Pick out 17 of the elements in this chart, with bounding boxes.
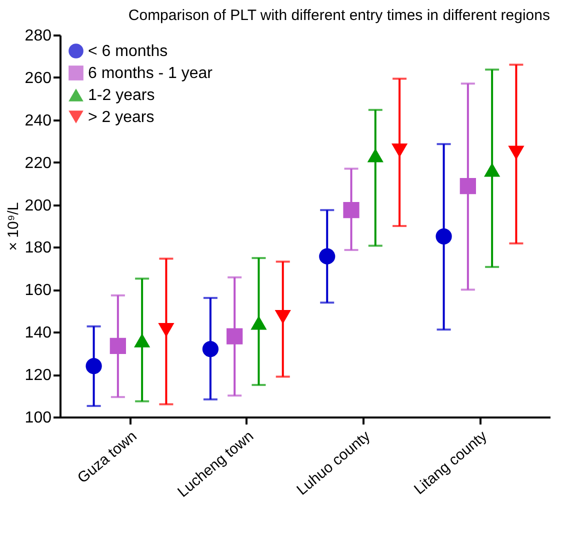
- x-tick-label: Guza town: [74, 428, 140, 487]
- chart-title: Comparison of PLT with different entry times in different regions: [128, 7, 550, 24]
- y-tick-label: 180: [24, 240, 52, 257]
- legend-label: 6 months - 1 year: [88, 65, 214, 82]
- y-tick-label: 280: [24, 28, 52, 44]
- y-axis-title: × 10⁹/L: [4, 202, 22, 251]
- y-tick-label: 100: [24, 410, 52, 426]
- legend-label: 1-2 years: [88, 87, 155, 104]
- legend-label: < 6 months: [88, 43, 168, 60]
- y-tick-label: 260: [24, 70, 52, 87]
- y-tick-label: 140: [24, 324, 52, 342]
- y-tick-label: 200: [24, 197, 52, 214]
- y-tick-label: 120: [24, 367, 52, 384]
- legend-label: > 2 years: [88, 109, 154, 126]
- y-tick-label: 160: [24, 282, 52, 300]
- y-tick-label: 240: [24, 112, 52, 130]
- y-tick-label: 220: [24, 154, 52, 172]
